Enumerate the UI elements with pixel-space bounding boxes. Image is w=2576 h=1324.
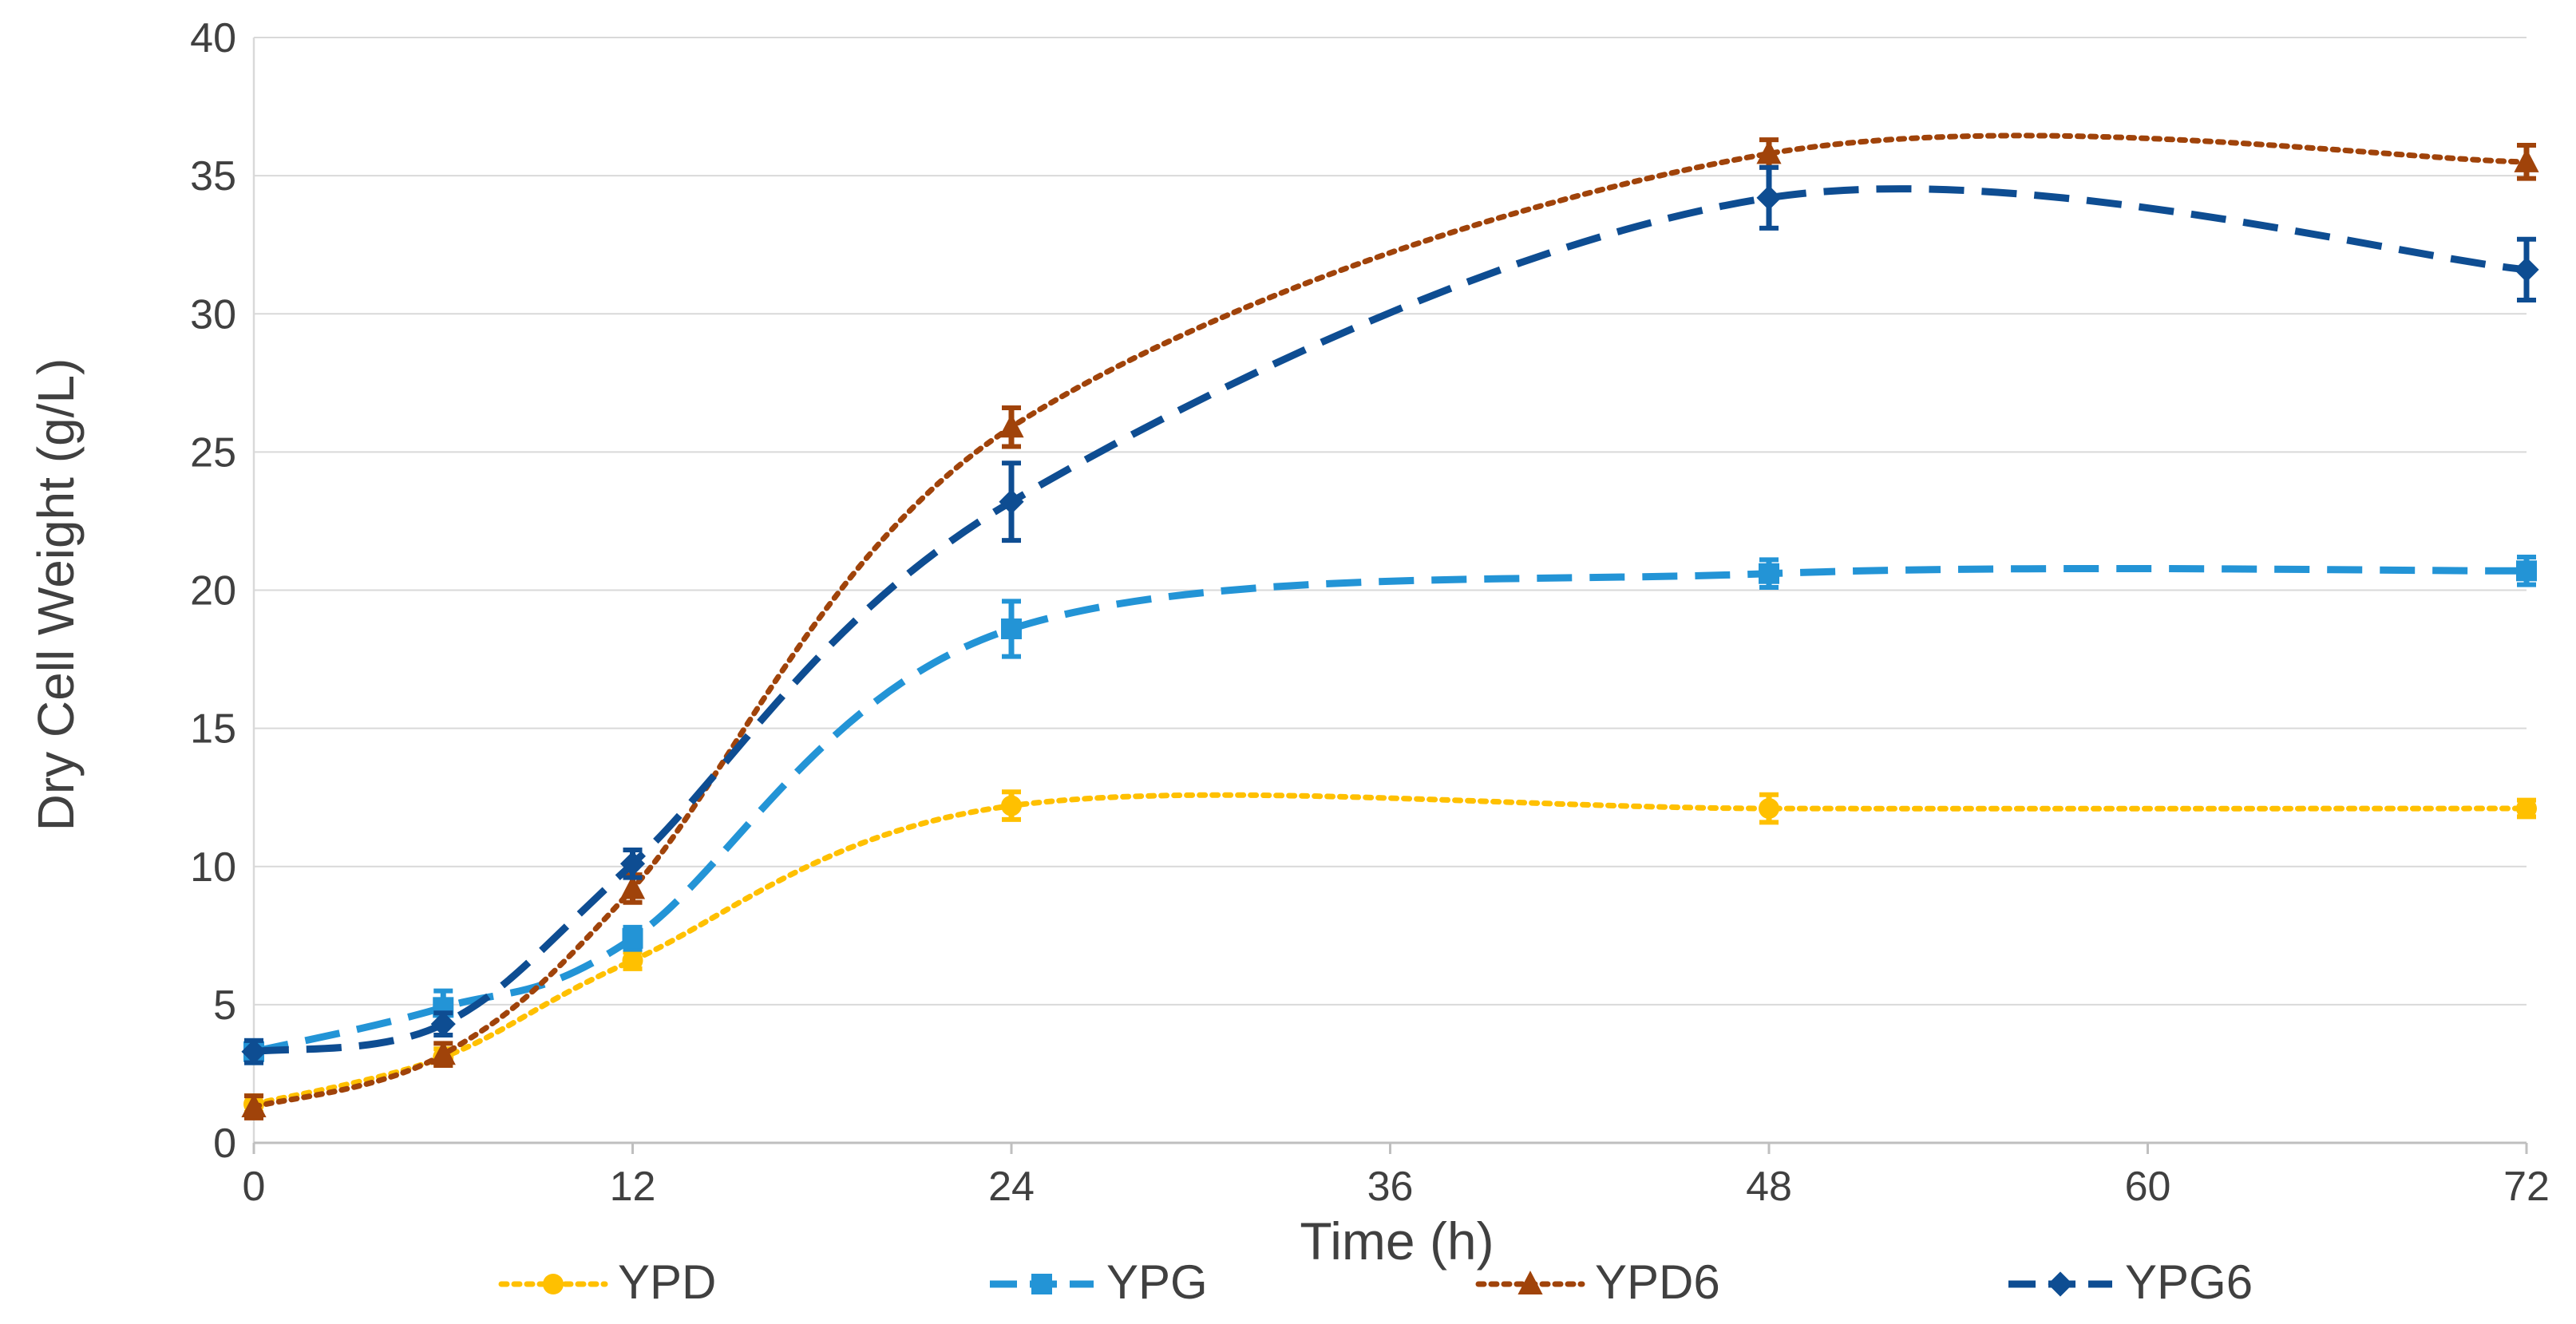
series-ypg6 — [241, 164, 2539, 1065]
legend-marker-ypg6 — [2048, 1271, 2073, 1297]
y-tick-label: 20 — [190, 568, 236, 615]
data-point-ypd — [1759, 798, 1779, 820]
y-tick-label: 35 — [190, 153, 236, 200]
data-point-ypg6 — [430, 1011, 456, 1037]
x-tick-label: 60 — [2125, 1164, 2171, 1210]
legend-marker-ypd6 — [1518, 1271, 1543, 1294]
legend-label-ypd6: YPD6 — [1595, 1255, 1720, 1309]
legend-label-ypg6: YPG6 — [2125, 1255, 2253, 1309]
legend-item-ypg6: YPG6 — [2008, 1255, 2253, 1309]
series-line-ypd — [251, 792, 2530, 1108]
data-point-ypd6 — [1756, 140, 1782, 164]
x-tick-label: 48 — [1746, 1164, 1792, 1210]
series-ypg — [243, 554, 2537, 1065]
data-point-ypg6 — [1756, 185, 1782, 211]
data-point-ypg6 — [2514, 257, 2539, 283]
legend-label-ypg: YPG — [1106, 1255, 1208, 1309]
series-line-ypd6 — [251, 132, 2530, 1110]
y-tick-label: 25 — [190, 429, 236, 476]
data-point-ypg6 — [999, 489, 1024, 515]
y-axis-title: Dry Cell Weight (g/L) — [27, 358, 85, 832]
series-ypd6 — [241, 132, 2539, 1120]
data-point-ypg6 — [241, 1039, 267, 1065]
legend-item-ypd6: YPD6 — [1475, 1255, 1720, 1309]
y-tick-label: 15 — [190, 706, 236, 753]
data-point-ypd6 — [241, 1093, 267, 1117]
y-tick-label: 5 — [213, 982, 236, 1029]
x-tick-label: 72 — [2503, 1164, 2550, 1210]
y-tick-label: 40 — [190, 15, 236, 61]
series-line-ypg — [252, 564, 2527, 1056]
data-point-ypg — [1001, 618, 1022, 639]
series-ypd — [243, 789, 2537, 1115]
x-axis-title: Time (h) — [1300, 1211, 1494, 1271]
y-tick-label: 30 — [190, 291, 236, 338]
series-line-ypg6 — [253, 185, 2527, 1056]
data-point-ypd6 — [999, 413, 1024, 438]
x-tick-label: 36 — [1367, 1164, 1414, 1210]
data-point-ypg — [1759, 563, 1779, 584]
legend-item-ypg: YPG — [990, 1255, 1208, 1309]
data-point-ypg — [2516, 560, 2537, 582]
x-tick-label: 0 — [243, 1164, 266, 1210]
data-point-ypd6 — [2514, 148, 2539, 172]
axes: 0 5 10 15 20 25 30 35 40 0 12 24 36 48 60 72 — [190, 15, 2550, 1210]
data-point-ypd — [1001, 795, 1022, 816]
gridlines — [254, 37, 2527, 1006]
data-point-ypd6 — [430, 1041, 456, 1065]
x-tick-label: 24 — [988, 1164, 1035, 1210]
y-tick-label: 10 — [190, 844, 236, 891]
legend: YPD YPG YPD6 YPG6 — [498, 1255, 2253, 1309]
x-tick-label: 12 — [610, 1164, 656, 1210]
legend-marker-ypg — [1031, 1274, 1052, 1294]
y-tick-label: 0 — [213, 1120, 236, 1167]
data-point-ypg6 — [619, 851, 646, 876]
legend-label-ypd: YPD — [618, 1255, 716, 1309]
legend-item-ypd: YPD — [498, 1255, 716, 1309]
series-layer — [241, 132, 2539, 1120]
data-point-ypd — [2516, 798, 2537, 820]
data-point-ypd — [622, 950, 643, 971]
data-point-ypg — [622, 927, 643, 949]
data-point-ypd6 — [619, 875, 646, 899]
legend-marker-ypd — [543, 1274, 564, 1294]
